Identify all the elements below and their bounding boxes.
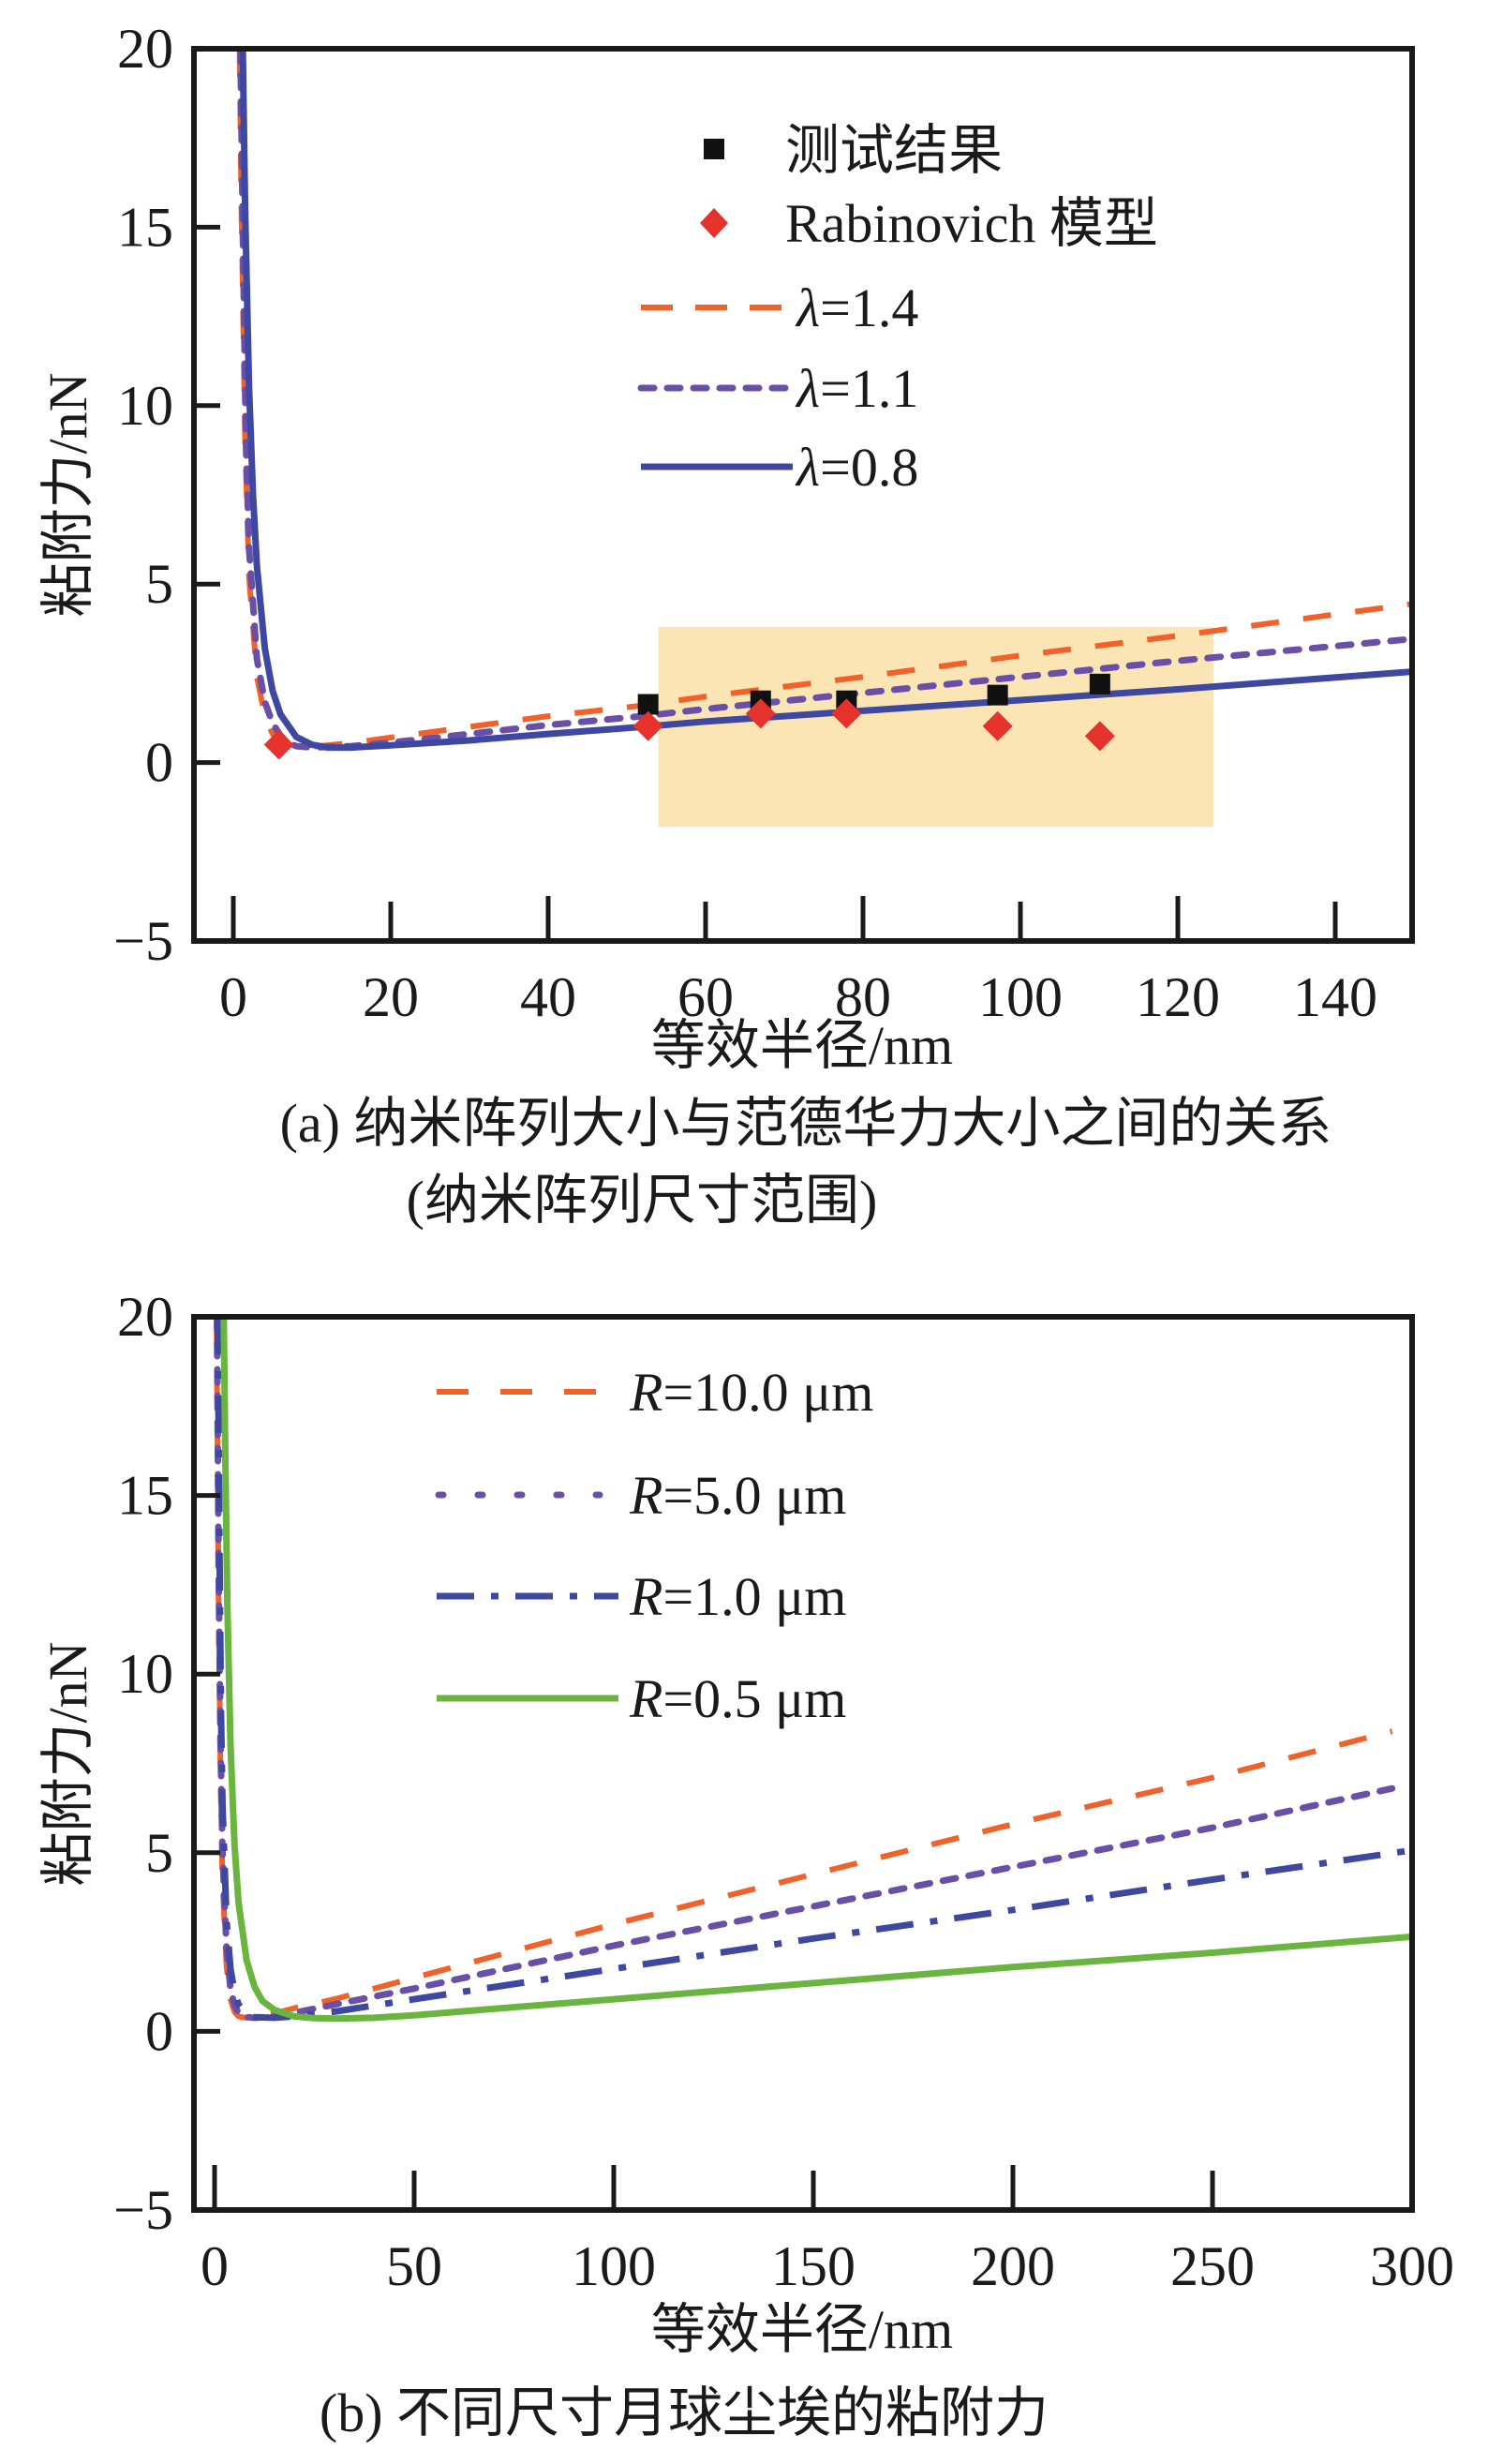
y-tick-label: 0	[145, 2000, 173, 2062]
caption-b: (b) 不同尺寸月球尘埃的粘附力	[320, 2382, 1049, 2443]
data-point-diamond	[1084, 721, 1115, 752]
data-point-diamond	[831, 698, 862, 729]
highlight-region	[658, 626, 1213, 828]
x-tick-label: 80	[835, 966, 891, 1028]
legend-label-l11-symbol: λ	[795, 358, 820, 419]
legend-label-r5-value: =5.0 μm	[662, 1465, 846, 1526]
legend-label-r05-symbol: R	[629, 1668, 662, 1729]
series-line-2	[239, 49, 1412, 752]
legend-label-r5-symbol: R	[629, 1465, 662, 1526]
y-tick-label: 5	[145, 1822, 173, 1884]
y-tick-label: −5	[113, 2179, 173, 2241]
legend-label-r1-value: =1.0 μm	[662, 1566, 846, 1627]
y-tick-label: 20	[117, 1286, 173, 1348]
legend-label-l08: λ=0.8	[795, 437, 918, 498]
x-tick-label: 50	[386, 2235, 442, 2297]
legend-label-r1-symbol: R	[629, 1566, 662, 1627]
y-tick-label: 10	[117, 1643, 173, 1705]
curves	[214, 1317, 1412, 2023]
legend: R=10.0 μm R=5.0 μm R=1.0 μm R=0.5 μm	[435, 1362, 873, 1729]
x-tick-label: 120	[1136, 966, 1220, 1028]
legend-label-rabinovich: Rabinovich 模型	[785, 193, 1158, 254]
x-tick-label: 140	[1293, 966, 1377, 1028]
ticks: 0 50 100 150 200 250 300 −5 0 5 10 15 20	[113, 1286, 1454, 2297]
y-axis-label: 粘附力/nN	[37, 1641, 98, 1886]
x-axis-label: 等效半径/nm	[651, 2299, 953, 2360]
x-tick-label: 100	[978, 966, 1063, 1028]
data-point-diamond	[745, 698, 776, 729]
legend-label-l14-symbol: λ	[795, 277, 820, 338]
plot-frame	[191, 46, 1415, 944]
data-point-square	[637, 694, 659, 715]
x-tick-label: 200	[971, 2235, 1055, 2297]
legend-label-r1: R=1.0 μm	[629, 1566, 846, 1627]
legend-label-r05: R=0.5 μm	[629, 1668, 846, 1729]
legend-marker-diamond	[700, 208, 728, 238]
series-line-2	[214, 1317, 1412, 2022]
legend-label-l08-value: =0.8	[820, 437, 918, 498]
x-tick-label: 100	[572, 2235, 656, 2297]
x-tick-label: 0	[219, 966, 247, 1028]
series-line-0	[236, 49, 1412, 751]
caption-a-line1: (a) 纳米阵列大小与范德华力大小之间的关系	[280, 1093, 1332, 1154]
x-tick-label: 0	[201, 2235, 229, 2297]
y-tick-label: −5	[113, 910, 173, 972]
y-axis-label: 粘附力/nN	[37, 372, 98, 617]
legend-label-l08-symbol: λ	[795, 437, 820, 498]
data-point-diamond	[263, 729, 294, 760]
legend-label-r10: R=10.0 μm	[629, 1362, 873, 1423]
legend-label-r10-symbol: R	[629, 1362, 662, 1423]
caption-a-line2: (纳米阵列尺寸范围)	[407, 1170, 878, 1231]
x-tick-label: 20	[363, 966, 419, 1028]
x-tick-label: 60	[677, 966, 734, 1028]
curves	[236, 49, 1412, 752]
plot-frame	[191, 1314, 1415, 2213]
markers	[263, 673, 1115, 760]
panel-a: 0 20 40 60 80 100 120 140 −5 0 5 10 15 20 测试结果 Rabino…	[37, 18, 1415, 1231]
x-tick-label: 250	[1170, 2235, 1255, 2297]
series-line-1	[237, 49, 1412, 752]
legend-label-l14: λ=1.4	[795, 277, 918, 338]
legend-label-l14-value: =1.4	[820, 277, 918, 338]
y-tick-label: 15	[117, 196, 173, 258]
legend-label-test: 测试结果	[785, 120, 1003, 181]
legend-marker-square	[704, 139, 724, 159]
x-axis-label: 等效半径/nm	[651, 1015, 953, 1076]
y-tick-label: 10	[117, 375, 173, 437]
y-tick-label: 15	[117, 1465, 173, 1527]
x-tick-label: 150	[771, 2235, 856, 2297]
y-tick-label: 5	[145, 553, 173, 615]
legend-label-l11: λ=1.1	[795, 358, 918, 419]
y-tick-label: 0	[145, 732, 173, 794]
legend-label-r10-value: =10.0 μm	[662, 1362, 873, 1423]
x-tick-label: 300	[1370, 2235, 1454, 2297]
y-tick-label: 20	[117, 18, 173, 80]
ticks: 0 20 40 60 80 100 120 140 −5 0 5 10 15 20	[113, 18, 1377, 1028]
legend-label-r5: R=5.0 μm	[629, 1465, 846, 1526]
data-point-diamond	[632, 710, 663, 741]
legend-label-l11-value: =1.1	[820, 358, 918, 419]
legend-label-r05-value: =0.5 μm	[662, 1668, 846, 1729]
data-point-square	[987, 684, 1008, 706]
data-point-square	[1089, 673, 1110, 694]
series-line-3	[220, 1317, 1412, 2023]
data-point-diamond	[982, 710, 1013, 741]
legend: 测试结果 Rabinovich 模型 λ=1.4 λ=1.1 λ=0.8	[637, 120, 1158, 498]
x-tick-label: 40	[520, 966, 576, 1028]
